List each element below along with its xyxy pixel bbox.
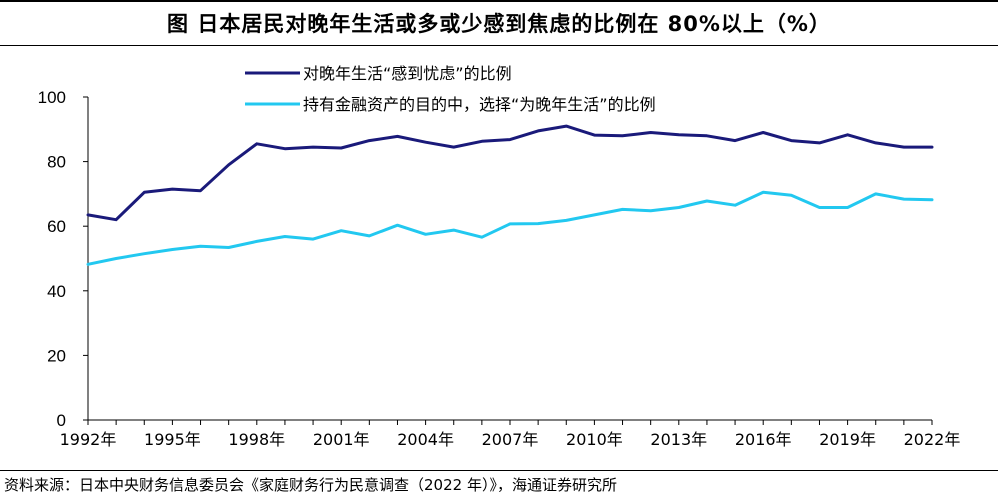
legend-label-1: 对晚年生活“感到忧虑”的比例 (303, 64, 512, 83)
top-rule (0, 0, 998, 2)
x-tick-label: 2004年 (397, 430, 454, 449)
y-tick-label: 20 (47, 346, 66, 365)
source-note: 资料来源：日本中央财务信息委员会《家庭财务行为民意调查（2022 年）》，海通证… (4, 476, 617, 494)
line-chart: 0 20 40 60 80 100 1992年 1995年 1998年 2001年 2004年 200… (38, 64, 961, 449)
series-lines (86, 124, 934, 266)
x-tick-label: 2001年 (313, 430, 370, 449)
y-tick-label: 0 (57, 411, 66, 430)
series-line-1 (86, 124, 934, 222)
legend-label-2: 持有金融资产的目的中，选择“为晚年生活”的比例 (303, 95, 656, 114)
y-tick-label: 40 (47, 282, 66, 301)
y-tick-label: 80 (47, 153, 66, 172)
x-tick-label: 1995年 (144, 430, 201, 449)
x-tick-label: 1998年 (228, 430, 285, 449)
title-rule (0, 45, 998, 46)
x-tick-label: 2022年 (904, 430, 961, 449)
chart-title-box: 图 日本居民对晚年生活或多或少感到焦虑的比例在 80%以上（%） (0, 0, 998, 48)
x-tick-label: 2010年 (566, 430, 623, 449)
y-tick-label: 60 (47, 217, 66, 236)
x-tick-label: 2016年 (735, 430, 792, 449)
source-rule (0, 470, 998, 471)
axes: 0 20 40 60 80 100 1992年 1995年 1998年 2001年 2004年 200… (38, 88, 961, 449)
x-tick-label: 2013年 (650, 430, 707, 449)
x-tick-label: 2019年 (819, 430, 876, 449)
x-tick-label: 2007年 (482, 430, 539, 449)
x-tick-label: 1992年 (60, 430, 117, 449)
chart-title: 图 日本居民对晚年生活或多或少感到焦虑的比例在 80%以上（%） (167, 12, 831, 36)
y-tick-label: 100 (38, 88, 66, 107)
series-line-2 (86, 190, 934, 266)
